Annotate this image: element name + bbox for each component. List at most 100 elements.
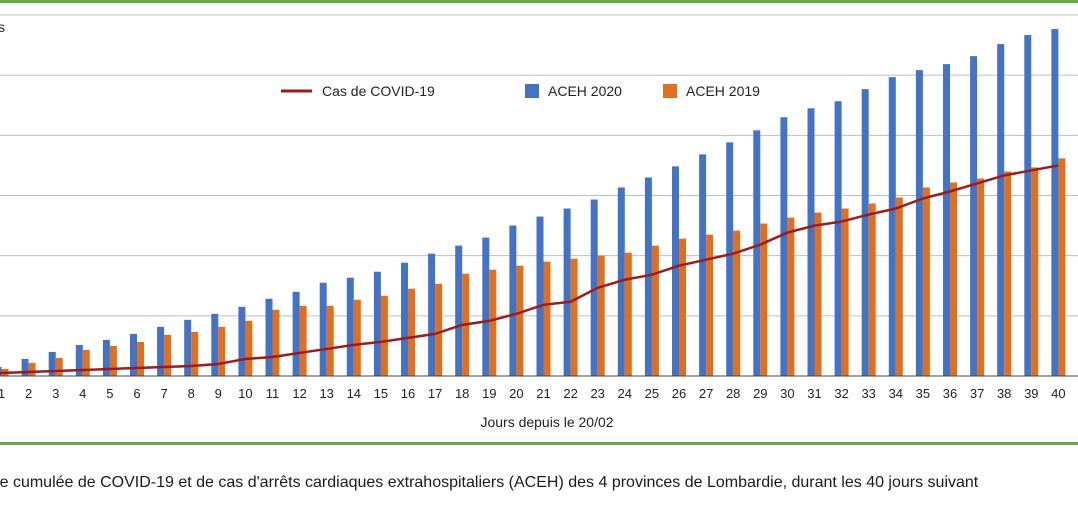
bar-aceh-2019-day-14	[353, 299, 361, 376]
bar-aceh-2020-day-13	[319, 282, 327, 376]
x-tick-label: 22	[563, 386, 577, 401]
bar-aceh-2019-day-17	[435, 283, 443, 376]
bar-aceh-2019-day-27	[706, 234, 714, 376]
bar-aceh-2020-day-36	[943, 64, 950, 376]
x-tick-label: 20	[509, 386, 523, 401]
x-tick-label: 10	[238, 386, 252, 401]
bar-aceh-2020-day-5	[102, 339, 110, 376]
x-tick-label: 21	[536, 386, 550, 401]
bar-aceh-2019-day-19	[489, 269, 497, 376]
bar-aceh-2019-day-24	[624, 252, 632, 376]
y-axis-label: s	[0, 19, 5, 35]
x-tick-label: 23	[590, 386, 604, 401]
x-tick-label: 5	[106, 386, 113, 401]
bar-aceh-2019-day-36	[950, 182, 957, 376]
bar-aceh-2020-day-4	[75, 344, 83, 376]
bar-aceh-2020-day-30	[780, 117, 788, 377]
legend: Cas de COVID-19 ACEH 2020 ACEH 2019	[281, 83, 760, 99]
bar-aceh-2020-day-38	[997, 44, 1005, 376]
bar-aceh-2020-day-29	[753, 130, 761, 376]
bar-aceh-2020-day-8	[184, 319, 192, 376]
x-tick-label: 33	[861, 386, 875, 401]
bar-aceh-2020-day-37	[970, 56, 978, 376]
bar-aceh-2020-day-40	[1051, 29, 1059, 377]
x-tick-label: 24	[618, 386, 632, 401]
bar-aceh-2020-day-32	[834, 101, 842, 376]
bar-aceh-2020-day-28	[726, 142, 734, 376]
x-tick-label: 6	[133, 386, 140, 401]
x-tick-label: 1	[0, 386, 5, 401]
bar-aceh-2020-day-14	[346, 277, 354, 376]
x-tick-label: 9	[215, 386, 222, 401]
x-tick-label: 7	[160, 386, 167, 401]
x-tick-label: 39	[1024, 386, 1038, 401]
bar-aceh-2020-day-16	[401, 262, 408, 376]
bar-aceh-2019-day-20	[516, 265, 524, 376]
bar-aceh-2019-day-34	[895, 197, 903, 376]
x-tick-label: 26	[672, 386, 686, 401]
bar-aceh-2019-day-22	[570, 258, 578, 376]
bar-aceh-2020-day-39	[1024, 35, 1032, 377]
x-tick-label: 8	[188, 386, 195, 401]
bar-aceh-2019-day-37	[977, 178, 985, 376]
bar-aceh-2019-day-40	[1058, 158, 1066, 376]
bar-aceh-2020-day-2	[21, 358, 29, 376]
x-tick-label: 25	[645, 386, 659, 401]
bottom-green-rule	[0, 442, 1078, 445]
bar-aceh-2019-day-9	[218, 326, 226, 376]
x-tick-label: 35	[916, 386, 930, 401]
x-tick-label: 12	[292, 386, 306, 401]
x-tick-label: 34	[889, 386, 903, 401]
x-tick-label: 2	[25, 386, 32, 401]
bar-aceh-2019-day-26	[679, 238, 686, 376]
bar-aceh-2019-day-38	[1004, 171, 1012, 376]
bar-aceh-2020-day-7	[157, 326, 165, 376]
chart: s 1 2 3 4 5 6 7 8 9 10 11 12 13 14 15 16 17 18 19 20 21 22 23 2…	[0, 14, 1078, 430]
bar-aceh-2020-day-33	[861, 89, 869, 376]
legend-swatch-aceh-2019	[663, 84, 677, 98]
x-tick-label: 4	[79, 386, 86, 401]
x-tick-label: 37	[970, 386, 984, 401]
x-tick-label: 29	[753, 386, 767, 401]
bar-aceh-2019-day-13	[326, 305, 334, 376]
top-green-rule	[0, 0, 1078, 3]
bar-aceh-2020-day-27	[699, 154, 707, 376]
x-tick-label: 16	[401, 386, 415, 401]
bar-aceh-2019-day-4	[82, 349, 90, 376]
x-tick-label: 40	[1051, 386, 1065, 401]
x-tick-label: 27	[699, 386, 713, 401]
legend-swatch-aceh-2020	[525, 84, 539, 98]
x-tick-label: 11	[266, 386, 280, 401]
bars	[0, 29, 1066, 377]
x-tick-label: 3	[52, 386, 59, 401]
x-tick-label: 38	[997, 386, 1011, 401]
x-tick-label: 17	[428, 386, 442, 401]
bar-aceh-2020-day-9	[211, 313, 219, 376]
bar-aceh-2020-day-3	[48, 351, 56, 376]
bar-aceh-2019-day-16	[408, 288, 415, 376]
bar-aceh-2020-day-12	[292, 291, 300, 376]
bar-aceh-2020-day-19	[482, 237, 490, 376]
bar-aceh-2020-day-21	[536, 216, 544, 376]
bar-aceh-2020-day-18	[455, 245, 463, 376]
bar-aceh-2019-day-12	[299, 305, 307, 376]
bar-aceh-2019-day-5	[109, 345, 117, 376]
bar-aceh-2019-day-15	[380, 295, 388, 376]
bar-aceh-2019-day-23	[597, 255, 605, 376]
bar-aceh-2020-day-25	[644, 177, 652, 376]
bar-aceh-2020-day-31	[807, 108, 815, 376]
bar-aceh-2020-day-22	[563, 208, 571, 376]
bar-aceh-2019-day-8	[191, 331, 199, 376]
bar-aceh-2019-day-6	[137, 341, 144, 376]
legend-label-cas-de-covid-19: Cas de COVID-19	[322, 83, 435, 99]
bar-aceh-2020-day-10	[238, 306, 246, 376]
bar-aceh-2019-day-21	[543, 261, 551, 376]
x-tick-label: 32	[834, 386, 848, 401]
x-tick-label: 14	[347, 386, 361, 401]
bar-aceh-2020-day-35	[915, 70, 923, 377]
bar-aceh-2020-day-26	[672, 166, 679, 376]
bar-aceh-2020-day-23	[590, 199, 598, 376]
bar-aceh-2020-day-1	[0, 366, 2, 376]
bar-aceh-2020-day-15	[373, 271, 381, 376]
x-tick-label: 31	[807, 386, 821, 401]
